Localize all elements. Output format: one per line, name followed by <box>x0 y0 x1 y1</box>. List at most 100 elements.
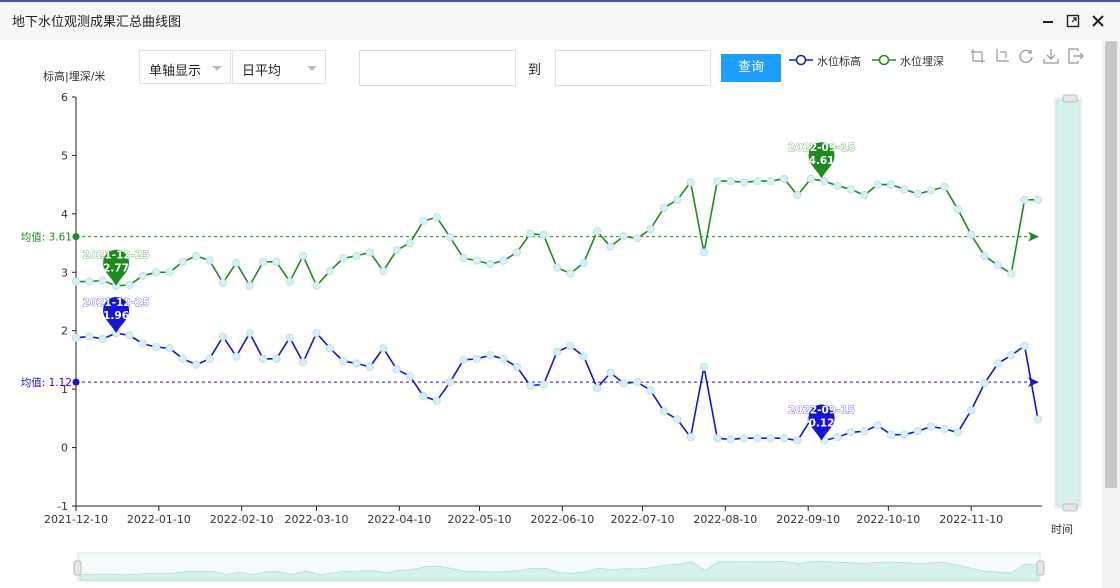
x-tick-label: 2022-05-10 <box>448 513 512 526</box>
data-point <box>165 344 174 353</box>
zoom-shadow <box>79 561 1039 581</box>
data-point <box>85 277 94 286</box>
data-point <box>940 182 949 192</box>
pin-value-label: 1.96 <box>103 310 129 322</box>
data-point <box>619 379 628 388</box>
data-point <box>432 396 441 405</box>
data-point <box>419 216 428 225</box>
data-point <box>392 245 401 255</box>
data-point <box>245 281 254 290</box>
y-tick-label: 3 <box>61 266 68 279</box>
data-point <box>699 362 709 372</box>
maximize-icon[interactable] <box>1065 13 1081 29</box>
legend-label: 水位埋深 <box>900 55 944 68</box>
window-title: 地下水位观测成果汇总曲线图 <box>12 15 182 30</box>
data-point <box>98 334 107 343</box>
window-titlebar: 地下水位观测成果汇总曲线图 <box>0 0 1120 40</box>
export-icon[interactable] <box>1068 48 1084 64</box>
y-tick-label: 5 <box>61 149 68 162</box>
mean-start-marker <box>72 233 80 241</box>
data-point <box>900 185 909 194</box>
axis-mode-select[interactable]: 单轴显示 <box>139 50 231 84</box>
y-axis-label: 标高|埋深/米 <box>43 69 105 83</box>
data-point <box>873 180 882 189</box>
data-point <box>913 427 922 436</box>
data-point <box>1033 415 1043 424</box>
aggregation-select[interactable]: 日平均 <box>232 50 326 84</box>
zoom-handle-top[interactable] <box>1062 94 1078 103</box>
x-tick-label: 2022-10-10 <box>856 513 920 526</box>
x-tick-label: 2022-06-10 <box>530 513 594 526</box>
data-point <box>539 380 548 389</box>
zoom-handle-left[interactable] <box>73 560 82 576</box>
data-point <box>566 269 575 278</box>
y-tick-label: 0 <box>61 442 68 455</box>
zoom-select-icon[interactable] <box>970 48 986 64</box>
data-point <box>218 278 228 287</box>
data-point <box>980 379 989 388</box>
data-point <box>325 344 334 353</box>
data-point <box>405 372 415 381</box>
data-point <box>592 383 602 393</box>
y-data-zoom[interactable] <box>1054 94 1082 512</box>
start-date-input[interactable] <box>359 50 516 86</box>
data-point <box>833 432 842 442</box>
zoom-handle-right[interactable] <box>1036 560 1045 576</box>
pin-date-label: 2021-12-25 <box>82 250 149 262</box>
data-point <box>138 271 147 280</box>
data-point <box>780 434 789 443</box>
data-point <box>766 434 775 443</box>
vertical-scrollbar[interactable] <box>1102 41 1120 588</box>
scrollbar-thumb[interactable] <box>1105 41 1117 488</box>
pin-date-label: 2021-12-25 <box>82 297 149 309</box>
data-point <box>726 435 735 444</box>
pin-date-label: 2022-09-15 <box>788 142 855 154</box>
data-point <box>205 354 214 363</box>
data-point <box>606 242 615 251</box>
download-icon[interactable] <box>1043 48 1059 64</box>
data-point <box>312 328 321 338</box>
end-date-input[interactable] <box>555 50 711 86</box>
mean-end-arrow <box>1028 231 1039 242</box>
x-tick-label: 2022-04-10 <box>367 513 431 526</box>
x-data-zoom[interactable] <box>73 552 1045 582</box>
y-tick-label: 4 <box>61 208 68 221</box>
data-point <box>339 356 348 366</box>
data-point <box>646 224 655 234</box>
data-point <box>392 365 401 374</box>
data-point <box>753 434 762 443</box>
data-point <box>285 333 294 342</box>
max-pin-marker <box>103 297 130 334</box>
restore-icon[interactable] <box>1018 48 1034 64</box>
data-point <box>579 258 588 268</box>
data-point <box>499 354 508 363</box>
data-point <box>993 261 1003 270</box>
data-point <box>152 342 161 352</box>
chevron-down-icon <box>307 66 317 71</box>
data-point <box>860 427 869 436</box>
data-point <box>713 177 722 186</box>
data-point <box>299 358 308 367</box>
data-point <box>980 251 989 261</box>
data-point <box>820 177 829 186</box>
to-label: 到 <box>528 63 542 78</box>
query-button[interactable]: 查询 <box>721 54 781 82</box>
data-point <box>526 229 535 238</box>
data-point <box>312 281 321 290</box>
data-point <box>379 267 388 276</box>
data-point <box>953 205 962 214</box>
close-icon[interactable] <box>1090 13 1106 29</box>
data-point <box>446 233 455 242</box>
zoom-reset-icon[interactable] <box>994 48 1010 64</box>
pin-value-label: 2.77 <box>103 263 129 275</box>
data-point <box>192 251 201 261</box>
data-point <box>552 347 562 356</box>
minimize-icon[interactable] <box>1040 13 1056 29</box>
data-point <box>459 355 468 365</box>
data-point <box>178 354 187 363</box>
data-point <box>846 428 856 437</box>
data-point <box>646 386 655 395</box>
zoom-handle-bottom[interactable] <box>1062 503 1078 512</box>
data-point <box>659 407 668 416</box>
data-point <box>178 257 187 266</box>
